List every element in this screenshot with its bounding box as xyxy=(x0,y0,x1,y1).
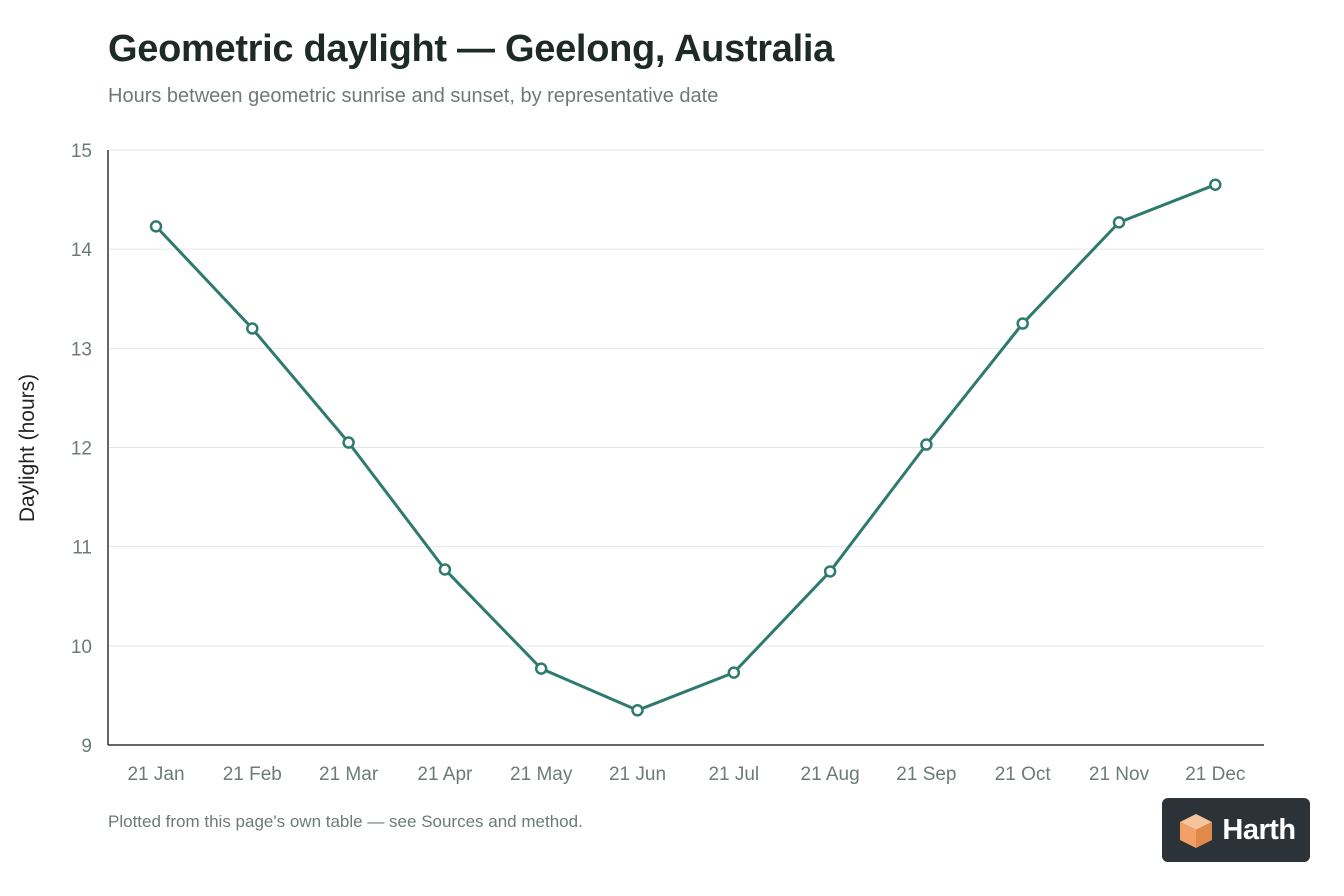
y-tick-label: 12 xyxy=(71,439,92,460)
x-tick-label: 21 Jul xyxy=(708,764,759,785)
x-tick-label: 21 Oct xyxy=(995,764,1052,785)
x-tick-label: 21 May xyxy=(510,764,573,785)
data-point xyxy=(1209,178,1222,191)
harth-logo: Harth xyxy=(1162,798,1310,862)
data-point xyxy=(534,662,548,675)
series-line-0 xyxy=(154,183,1216,712)
axes xyxy=(107,150,1264,746)
data-point xyxy=(149,220,163,233)
x-tick-label: 21 Aug xyxy=(801,764,860,785)
data-points xyxy=(149,178,1222,717)
y-tick-label: 11 xyxy=(72,538,92,559)
data-point xyxy=(631,704,644,717)
data-point xyxy=(438,563,452,576)
data-point xyxy=(1016,317,1029,330)
grid-lines xyxy=(108,149,1264,647)
y-tick-label: 14 xyxy=(71,240,93,261)
data-point xyxy=(727,666,741,679)
data-point xyxy=(1112,216,1126,229)
x-tick-label: 21 Jun xyxy=(609,764,666,785)
y-axis-label: Daylight (hours) xyxy=(16,374,39,522)
x-tick-label: 21 Mar xyxy=(319,764,379,785)
x-tick-label: 21 Sep xyxy=(896,764,956,785)
x-tick-label: 21 Nov xyxy=(1089,764,1150,785)
y-tick-label: 15 xyxy=(71,141,92,162)
series-line xyxy=(154,183,1216,712)
x-tick-label: 21 Feb xyxy=(223,764,282,785)
x-tick-label: 21 Apr xyxy=(417,764,473,785)
data-point xyxy=(920,438,933,451)
chart-title: Geometric daylight — Geelong, Australia xyxy=(108,28,834,70)
logo-text: Harth xyxy=(1222,813,1296,846)
x-tick-label: 21 Jan xyxy=(127,764,184,785)
y-tick-label: 13 xyxy=(71,339,92,360)
footnote: Plotted from this page's own table — see… xyxy=(108,812,583,831)
data-point xyxy=(246,322,259,335)
x-tick-label: 21 Dec xyxy=(1185,764,1245,785)
data-point xyxy=(823,565,837,578)
x-tick-labels: 21 Jan 21 Feb 21 Mar 21 Apr 21 May 21 Jun 21 J… xyxy=(127,764,1245,785)
y-tick-labels: 9 10 11 12 13 14 15 xyxy=(71,141,93,757)
chart-subtitle: Hours between geometric sunrise and suns… xyxy=(108,85,719,107)
data-point xyxy=(342,436,355,449)
y-tick-label: 10 xyxy=(71,637,92,658)
y-tick-label: 9 xyxy=(81,736,92,757)
cube-logo-icon xyxy=(1180,814,1213,848)
